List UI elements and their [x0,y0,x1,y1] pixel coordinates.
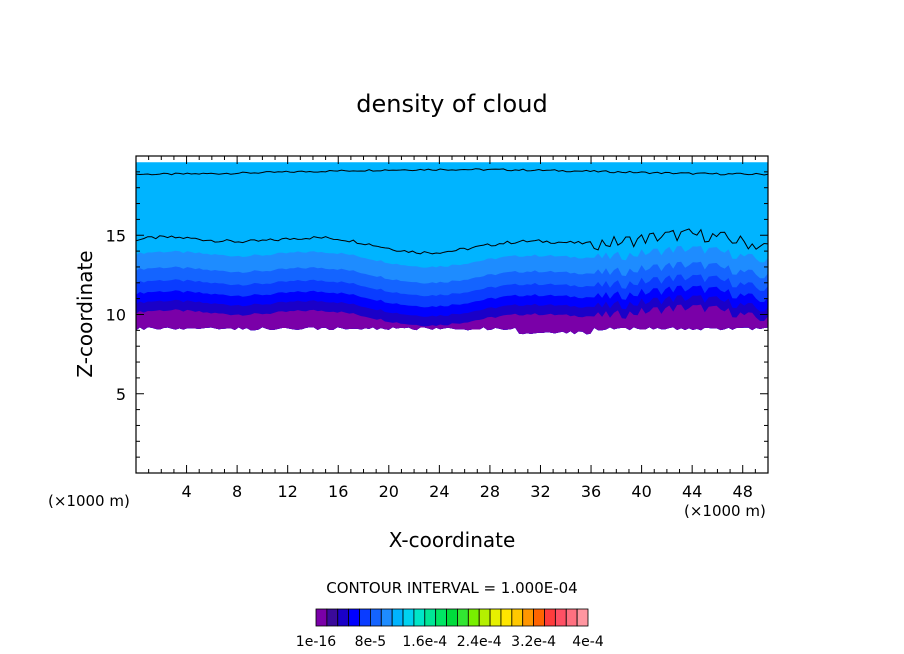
cloud-density-fill [136,162,768,335]
colorbar-label: 1.6e-4 [402,634,447,650]
x-tick-label: 36 [581,482,601,501]
colorbar-swatch [424,608,437,627]
colorbar-swatch [467,608,480,627]
colorbar-swatch [337,608,350,627]
colorbar-label: 1e-16 [296,634,336,650]
colorbar-swatch [554,608,567,627]
x-tick-label: 20 [379,482,399,501]
colorbar-swatch [380,608,393,627]
x-axis-label: X-coordinate [389,528,516,552]
colorbar-swatch [565,608,578,627]
colorbar-swatch [533,608,545,627]
colorbar [315,608,589,627]
y-tick-label: 15 [106,226,126,245]
colorbar-swatch [413,608,426,627]
x-tick-label: 28 [480,482,500,501]
x-tick-label: 4 [181,482,191,501]
colorbar-swatch [457,608,469,627]
x-tick-label: 48 [733,482,753,501]
colorbar-label: 4e-4 [572,634,604,650]
contour-lines [136,168,768,255]
colorbar-swatch [348,608,360,627]
colorbar-swatch [478,608,491,627]
x-tick-label: 32 [530,482,550,501]
y-axis: 5 10 15 [106,171,768,458]
colorbar-swatch [522,608,534,627]
colorbar-label: 2.4e-4 [457,634,502,650]
chart-title: density of cloud [356,90,547,118]
contour-line [136,168,768,176]
x-tick-label: 12 [278,482,298,501]
x-unit-label-right: (×1000 m) [684,502,766,520]
colorbar-label: 8e-5 [355,634,386,650]
y-tick-label: 5 [116,385,126,404]
x-tick-label: 16 [328,482,348,501]
x-tick-label: 40 [631,482,651,501]
colorbar-swatch [435,608,447,627]
x-unit-label-left: (×1000 m) [48,492,130,510]
colorbar-swatch [402,608,415,627]
colorbar-swatch [576,608,589,627]
colorbar-swatch [489,608,502,627]
x-axis: 4 8 12 16 20 24 28 32 36 40 44 48 [148,156,756,501]
colorbar-swatch [544,608,556,627]
colorbar-label: 3.2e-4 [511,634,556,650]
colorbar-swatch [511,608,524,627]
y-tick-label: 10 [106,306,126,325]
x-tick-label: 8 [232,482,242,501]
colorbar-swatch [369,608,382,627]
contour-interval-text: CONTOUR INTERVAL = 1.000E-04 [326,579,577,597]
x-tick-label: 44 [682,482,702,501]
colorbar-swatch [446,608,458,627]
contour-line [136,228,768,255]
x-tick-label: 24 [429,482,449,501]
colorbar-swatch [315,608,328,627]
colorbar-swatch [391,608,404,627]
cloud-layer [136,304,768,335]
colorbar-labels: 1e-16 8e-5 1.6e-4 2.4e-4 3.2e-4 4e-4 [296,634,604,650]
colorbar-swatch [326,608,339,627]
colorbar-swatch [359,608,371,627]
colorbar-swatch [500,608,513,627]
y-axis-label: Z-coordinate [73,250,97,377]
